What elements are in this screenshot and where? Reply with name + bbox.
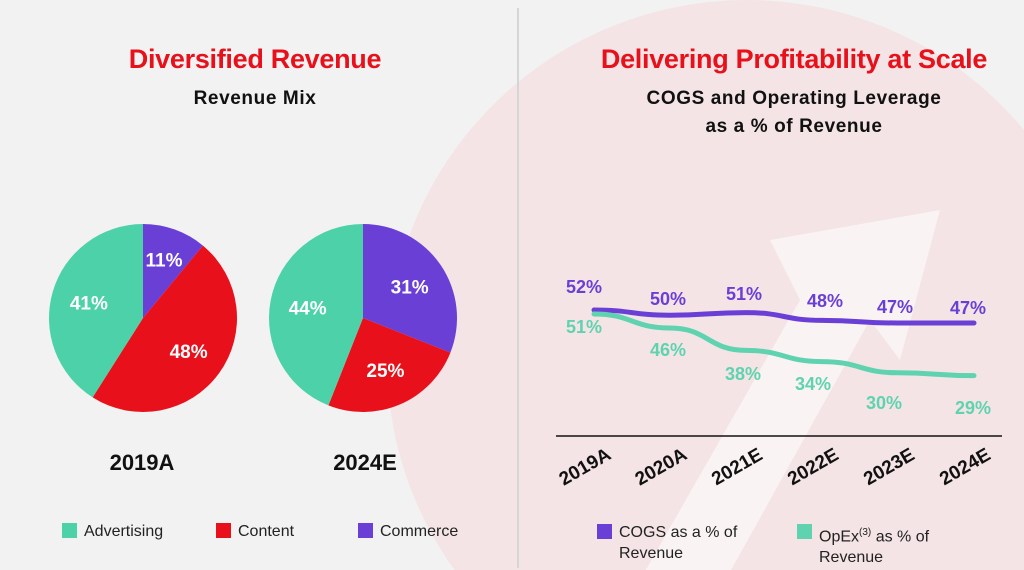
x-tick-2021E: 2021E	[708, 444, 766, 490]
legend-content: Content	[216, 521, 294, 542]
data-label-cogs-2021E: 51%	[726, 284, 762, 304]
pie-2024: 31% 25% 44%	[269, 224, 457, 412]
legend-swatch-advertising	[62, 523, 77, 538]
line-opex	[591, 311, 977, 379]
legend-label-content: Content	[238, 523, 295, 540]
legend-swatch-commerce	[358, 523, 373, 538]
legend-opex: OpEx(3) as % of Revenue	[797, 522, 929, 568]
legend-cogs: COGS as a % of Revenue	[597, 522, 737, 564]
legend-swatch-cogs	[597, 524, 612, 539]
legend-label-opex: OpEx(3) as % of Revenue	[819, 522, 929, 568]
left-subtitle: Revenue Mix	[193, 88, 317, 109]
legend-commerce: Commerce	[358, 521, 458, 542]
legend-swatch-opex	[797, 524, 812, 539]
x-tick-2019A: 2019A	[556, 444, 615, 490]
pie-2019-slice-advertising	[49, 224, 143, 398]
pie-charts: 11% 48% 41% 31% 25% 44%	[49, 224, 457, 412]
left-title: Diversified Revenue	[128, 44, 382, 74]
pie-year-label-2024: 2024E	[333, 450, 397, 475]
pie-2019-label-advertising: 41%	[70, 293, 108, 314]
data-label-cogs-2023E: 47%	[877, 297, 913, 317]
legend-label-advertising: Advertising	[84, 523, 164, 540]
data-label-opex-2020A: 46%	[650, 340, 686, 360]
pie-2019-label-commerce: 11%	[146, 251, 183, 272]
pie-2024-slice-advertising	[269, 224, 363, 406]
x-tick-2023E: 2023E	[860, 444, 918, 490]
pie-2024-slice-content	[328, 318, 451, 412]
right-subtitle-line2: as a % of Revenue	[705, 116, 883, 137]
x-tick-2022E: 2022E	[784, 444, 842, 490]
pie-2024-label-content: 25%	[366, 361, 404, 382]
data-label-opex-2024E: 29%	[955, 398, 991, 418]
line-cogs	[591, 307, 977, 326]
legend-label-commerce: Commerce	[380, 523, 459, 540]
x-tick-2020A: 2020A	[632, 444, 691, 490]
data-label-cogs-2022E: 48%	[807, 291, 843, 311]
pie-2019-slice-content	[92, 245, 237, 412]
legend-cogs-line2: Revenue	[619, 545, 684, 562]
legend-advertising: Advertising	[62, 521, 163, 542]
right-title: Delivering Profitability at Scale	[600, 44, 988, 74]
panel-divider	[517, 8, 519, 568]
legend-opex-prefix: OpEx	[819, 528, 860, 546]
data-label-cogs-2024E: 47%	[950, 298, 986, 318]
legend-opex-line2: Revenue	[819, 549, 884, 567]
legend-label-cogs: COGS as a % of Revenue	[619, 522, 737, 564]
data-label-opex-2021E: 38%	[725, 364, 761, 384]
pie-2024-slice-commerce	[363, 224, 457, 353]
pie-2019-slice-commerce	[143, 224, 203, 318]
data-label-cogs-2019A: 52%	[566, 277, 602, 297]
right-subtitle-line1: COGS and Operating Leverage	[646, 88, 942, 109]
legend-opex-suffix: as % of	[871, 528, 930, 546]
legend-swatch-content	[216, 523, 231, 538]
x-tick-2024E: 2024E	[936, 444, 994, 490]
legend-opex-sup: (3)	[859, 527, 872, 538]
legend-cogs-line1: COGS as a % of	[619, 524, 738, 541]
data-label-opex-2019A: 51%	[566, 317, 602, 337]
pie-2024-label-commerce: 31%	[391, 277, 429, 298]
pie-year-label-2019: 2019A	[109, 450, 175, 475]
pie-2019: 11% 48% 41%	[49, 224, 237, 412]
line-chart: 52% 50% 51% 48% 47% 47% 51% 46% 38% 34% 30% 29% 2019…	[556, 277, 1002, 490]
data-label-cogs-2020A: 50%	[650, 289, 686, 309]
data-label-opex-2022E: 34%	[795, 374, 831, 394]
data-label-opex-2023E: 30%	[866, 393, 902, 413]
pie-2019-label-content: 48%	[170, 342, 208, 363]
pie-2024-label-advertising: 44%	[289, 298, 327, 319]
